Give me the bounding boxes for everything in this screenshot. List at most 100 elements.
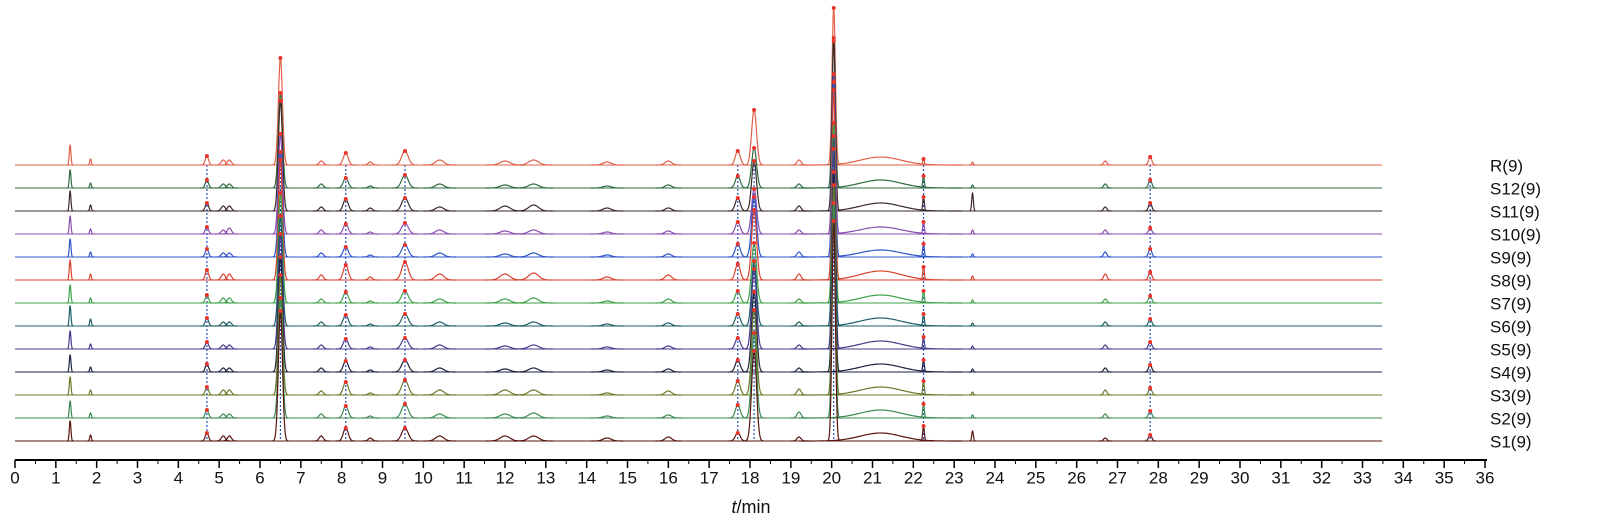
peak [655, 184, 682, 189]
series-label: S6(9) [1490, 317, 1532, 336]
series-label: S12(9) [1490, 179, 1541, 198]
peak [799, 156, 963, 166]
peak-marker [735, 196, 740, 200]
x-tick-label: 21 [863, 468, 882, 487]
peak [215, 321, 232, 327]
peak [362, 392, 379, 396]
peak [799, 179, 963, 189]
peak [920, 196, 927, 212]
peak [485, 273, 525, 281]
peak-marker [402, 336, 407, 340]
peak [423, 389, 456, 396]
peak [799, 226, 963, 235]
peak [799, 432, 963, 442]
peak [513, 229, 554, 235]
peak-marker [402, 149, 407, 153]
peak [313, 390, 330, 396]
peak [221, 252, 238, 258]
peak [513, 204, 554, 212]
peak-marker [204, 431, 209, 435]
peak-marker [735, 358, 740, 362]
peak [590, 323, 624, 327]
peak-marker [278, 296, 283, 300]
peak-marker [402, 173, 407, 177]
peak [66, 400, 74, 419]
peak [313, 344, 330, 350]
peak [423, 298, 456, 304]
peak-marker [921, 242, 926, 246]
peak-marker [343, 151, 348, 155]
peak [799, 294, 963, 304]
peak-marker [752, 187, 757, 191]
peak-marker [278, 273, 283, 277]
x-tick-label: 36 [1476, 468, 1495, 487]
peak [423, 367, 456, 373]
peak [87, 318, 94, 327]
peak-marker [735, 336, 740, 340]
peak [87, 343, 94, 350]
peak [513, 367, 554, 373]
peak [799, 409, 963, 419]
peak-marker [204, 154, 209, 158]
peak [313, 160, 330, 166]
peak [221, 159, 238, 166]
peak [66, 190, 74, 212]
peak [313, 252, 330, 258]
x-tick-label: 25 [1026, 468, 1045, 487]
x-tick-label: 12 [496, 468, 515, 487]
peak-marker [343, 263, 348, 267]
peak [1098, 183, 1112, 189]
peak [423, 229, 456, 235]
peak-marker [204, 201, 209, 205]
x-tick-label: 22 [904, 468, 923, 487]
series-label: S7(9) [1490, 294, 1532, 313]
peak [590, 207, 624, 212]
x-tick-label: 33 [1353, 468, 1372, 487]
peak [655, 368, 682, 373]
peak-marker [278, 158, 283, 162]
peak [655, 390, 682, 396]
peak-marker [204, 178, 209, 182]
series-label: S4(9) [1490, 363, 1532, 382]
peak-marker [204, 268, 209, 272]
peak-marker [343, 313, 348, 317]
peak-marker [204, 385, 209, 389]
peak-marker [735, 242, 740, 246]
x-tick-label: 11 [455, 468, 473, 487]
peak [362, 346, 379, 350]
peak-marker [1148, 247, 1153, 251]
series-label: S8(9) [1490, 271, 1532, 290]
peak [423, 206, 456, 212]
peak [215, 252, 232, 258]
peak [727, 380, 748, 396]
peak [391, 150, 419, 166]
x-tick-label: 0 [10, 468, 19, 487]
x-tick-label: 13 [536, 468, 555, 487]
peak [513, 297, 554, 304]
series-label: S11(9) [1490, 202, 1540, 221]
peak [969, 322, 976, 327]
peak-marker [278, 232, 283, 236]
peak-marker [921, 335, 926, 339]
peak-marker [278, 214, 283, 218]
peak-marker [343, 245, 348, 249]
peak-marker [752, 331, 757, 335]
peak [423, 321, 456, 327]
peak-marker [343, 290, 348, 294]
peak [362, 161, 379, 166]
peak-marker [735, 220, 740, 224]
peak [423, 413, 456, 419]
peak [590, 276, 624, 281]
peak [1098, 321, 1112, 327]
peak [655, 322, 682, 327]
peak [799, 270, 963, 281]
peak-marker [752, 108, 757, 112]
peak [215, 297, 232, 304]
series-label: S1(9) [1490, 432, 1532, 451]
peak-marker [204, 340, 209, 344]
peak [66, 305, 74, 327]
peak-marker [735, 262, 740, 266]
peak [313, 229, 330, 235]
peak [969, 345, 976, 350]
peak [87, 158, 94, 166]
